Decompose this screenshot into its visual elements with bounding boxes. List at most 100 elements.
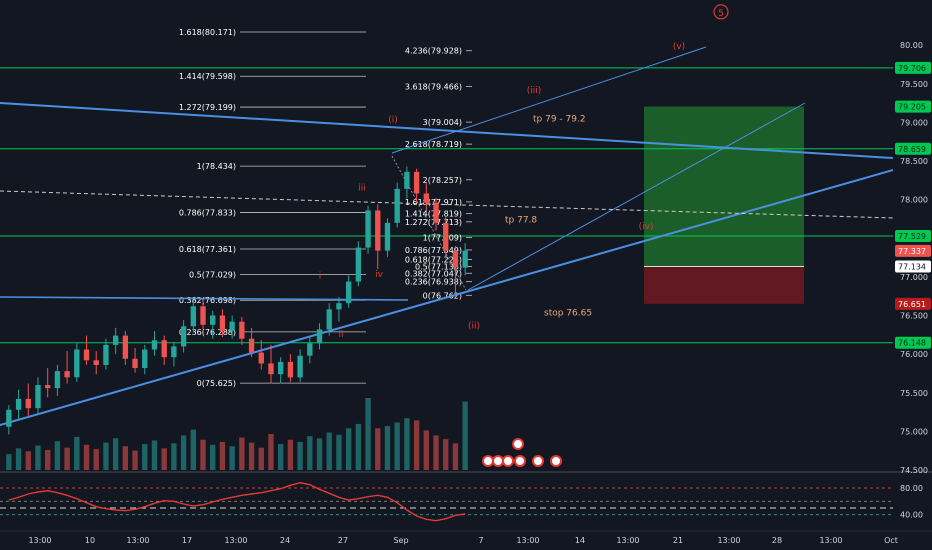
price-label: 76.148 bbox=[898, 339, 926, 348]
volume-bar bbox=[375, 428, 381, 470]
volume-bar bbox=[326, 432, 332, 470]
time-tick: Oct bbox=[884, 536, 898, 545]
price-label-box bbox=[895, 142, 931, 155]
candle-body bbox=[45, 385, 51, 389]
fib-label: 0.5(77.136) bbox=[415, 262, 462, 271]
fib-label: 1(78.434) bbox=[197, 162, 236, 171]
price-label: 77.529 bbox=[898, 232, 926, 241]
price-label-box bbox=[895, 230, 931, 243]
volume-bar bbox=[54, 441, 61, 470]
time-tick: 14 bbox=[575, 536, 585, 545]
candle-body bbox=[365, 210, 371, 248]
annotation-label: tp 77.8 bbox=[505, 216, 537, 226]
volume-bar bbox=[151, 440, 158, 470]
fib-label: 1.272(79.199) bbox=[179, 103, 236, 112]
price-tick: 76.000 bbox=[900, 350, 928, 359]
price-tick: 75.000 bbox=[900, 427, 928, 436]
oscillator-tick: 40.00 bbox=[900, 511, 923, 520]
candle-body bbox=[404, 171, 410, 189]
wave-label: (v) bbox=[673, 42, 685, 52]
oscillator-line bbox=[8, 481, 466, 522]
time-tick: 28 bbox=[772, 536, 782, 545]
upper-channel-line bbox=[0, 102, 894, 159]
volume-bar bbox=[287, 439, 294, 470]
volume-bar bbox=[132, 450, 138, 470]
candle-body bbox=[326, 309, 332, 330]
candle-body bbox=[93, 360, 99, 365]
volume-bar bbox=[423, 430, 429, 470]
profit-zone bbox=[644, 106, 804, 267]
candle-body bbox=[200, 306, 206, 325]
volume-bars bbox=[6, 398, 468, 470]
price-tick: 80.00 bbox=[900, 41, 923, 50]
volume-bar bbox=[268, 434, 274, 470]
candle-body bbox=[15, 398, 22, 410]
volume-bar bbox=[462, 401, 468, 470]
candle-body bbox=[229, 321, 235, 331]
candle-body bbox=[278, 361, 284, 375]
volume-bar bbox=[307, 436, 313, 470]
price-tick: 78.000 bbox=[900, 196, 928, 205]
candle-body bbox=[443, 222, 449, 251]
wave-label: 5 bbox=[718, 9, 724, 19]
candle-body bbox=[171, 346, 177, 358]
volume-bar bbox=[433, 435, 439, 470]
volume-bar bbox=[239, 437, 245, 470]
candle-body bbox=[64, 371, 70, 378]
fib-label: 2(78.257) bbox=[423, 176, 462, 185]
volume-bar bbox=[45, 449, 51, 470]
event-marker-icon bbox=[512, 438, 524, 450]
fib-label: 1.618(80.171) bbox=[179, 28, 236, 37]
wave-label: (i) bbox=[388, 115, 398, 125]
candle-body bbox=[433, 202, 439, 223]
price-label-box bbox=[895, 297, 931, 310]
volume-bar bbox=[404, 418, 410, 470]
fib-label: 1.618(77.971) bbox=[405, 198, 462, 207]
projection-line bbox=[467, 102, 806, 291]
support-line bbox=[0, 296, 409, 301]
candle-body bbox=[297, 355, 303, 378]
fib-label: 0.236(76.938) bbox=[405, 278, 462, 287]
volume-bar bbox=[413, 420, 420, 470]
price-label: 79.706 bbox=[898, 64, 926, 73]
fib-label: 0.382(76.698) bbox=[179, 296, 236, 305]
price-label: 77.337 bbox=[898, 247, 926, 256]
event-marker-icon bbox=[502, 455, 514, 467]
event-marker-icon bbox=[550, 455, 562, 467]
annotation-label: tp 79 - 79.2 bbox=[533, 115, 586, 125]
volume-bar bbox=[112, 438, 119, 470]
candle-body bbox=[413, 171, 420, 194]
time-tick: 17 bbox=[182, 536, 192, 545]
annotation-label: stop 76.65 bbox=[544, 308, 592, 318]
volume-bar bbox=[64, 447, 70, 470]
price-axis: 80.0079.50079.00078.50078.00077.50077.00… bbox=[893, 0, 932, 475]
fib-label: 1(77.509) bbox=[423, 234, 462, 243]
wave-label: (ii) bbox=[468, 322, 480, 332]
volume-bar bbox=[229, 446, 235, 470]
wave-label: i bbox=[319, 271, 322, 281]
fib-label: 0.236(76.288) bbox=[179, 328, 236, 337]
volume-bar bbox=[25, 451, 31, 470]
time-tick: 13:00 bbox=[224, 536, 247, 545]
fib-label: 0.786(77.833) bbox=[179, 209, 236, 218]
time-tick: 24 bbox=[280, 536, 290, 545]
candle-body bbox=[287, 361, 294, 378]
dashed-target-line bbox=[0, 190, 894, 219]
volume-bar bbox=[365, 398, 371, 470]
candle-body bbox=[112, 335, 119, 345]
candle-body bbox=[180, 326, 187, 347]
candle-body bbox=[132, 358, 138, 369]
candle-body bbox=[239, 321, 245, 339]
candle-body bbox=[375, 210, 381, 251]
volume-bar bbox=[248, 442, 255, 470]
candle-body bbox=[103, 344, 109, 365]
oscillator-tick: 80.00 bbox=[900, 484, 923, 493]
volume-bar bbox=[6, 454, 12, 470]
candle-body bbox=[384, 222, 391, 251]
candle-body bbox=[190, 306, 196, 327]
fib-label: 0(76.762) bbox=[423, 291, 462, 300]
price-label-box bbox=[895, 61, 931, 74]
volume-bar bbox=[103, 442, 109, 470]
time-tick: 13:00 bbox=[616, 536, 639, 545]
